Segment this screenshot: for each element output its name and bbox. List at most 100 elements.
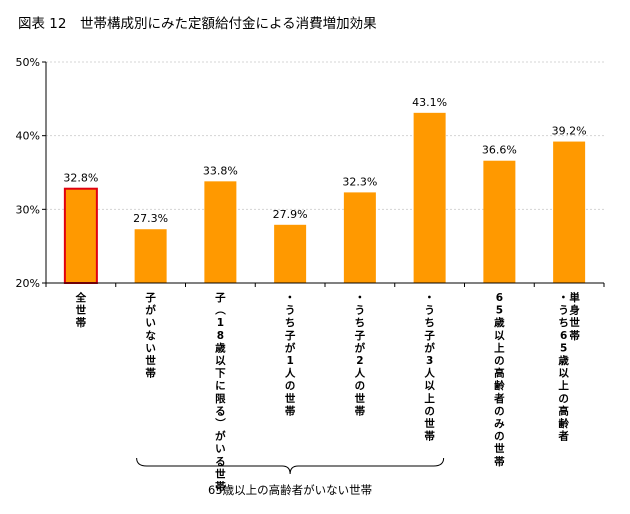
category-label-char: ち [558,317,569,329]
bar [274,224,307,283]
category-label-char: 歳 [558,354,569,367]
category-label-char: 帯 [215,480,226,493]
category-label-char: の [355,380,366,392]
category-label-char: 高 [494,367,505,380]
category-label-char: 限 [215,393,226,405]
category-label-char: 以 [558,368,569,380]
category-label-char: 世 [145,354,156,367]
category-label-char: 帯 [285,404,296,417]
y-tick-label: 50% [16,56,40,69]
gridlines [46,61,604,210]
bracket-group: 65歳以上の高齢者がいない世帯 [136,457,445,497]
category-label-char: 世 [569,316,580,329]
category-label-char: が [424,341,435,354]
category-label-char: 1 [286,355,293,367]
y-tick-label: 40% [16,130,40,143]
category-label-char: ・ [557,292,569,303]
category-label-char: 帯 [355,404,366,417]
category-label-char: ち [424,317,435,329]
category-label-char: 人 [285,367,296,380]
category-label-char: が [215,430,226,443]
category-label-char: の [494,405,505,417]
category-label-char: 8 [217,330,224,342]
category-label-char: 世 [215,467,226,480]
data-label: 27.3% [133,212,168,225]
category-label-char: る [215,405,226,417]
category-label-char: 子 [285,330,296,342]
category-label-char: 人 [355,367,366,380]
category-label-char: が [285,341,296,354]
category-label-char: 3 [426,355,433,367]
category-label-char: 身 [569,304,580,317]
category-label-char: 以 [494,330,505,342]
category-label-char: な [145,330,156,342]
value-labels: 32.8% 27.3% 33.8% 27.9% 32.3% 43.1% 36.6% 39.2% [63,96,586,225]
data-label: 32.8% [63,172,98,185]
category-label-char: ） [213,418,226,429]
category-label-char: 者 [557,430,569,443]
group-bracket [136,457,445,475]
category-label-char: 齢 [558,417,569,430]
category-label-char: い [215,443,226,455]
category-label-char: 全 [75,291,87,304]
category-label-char: 以 [215,355,226,367]
category-label-char: 世 [494,442,505,455]
category-label-char: い [145,317,156,329]
y-tick-label: 20% [16,277,40,290]
category-label-char: の [494,355,505,367]
category-label-char: 下 [215,368,226,380]
category-label-char: う [424,305,435,317]
category-label-char: 帯 [569,329,580,342]
category-label-char: 子 [355,330,366,342]
category-label-char: 歳 [215,341,226,354]
category-label-char: の [494,431,505,443]
category-label-char: ち [355,317,366,329]
category-label-char: 世 [424,417,435,430]
category-label-char: 5 [560,342,567,354]
data-label: 27.9% [273,208,308,221]
bar [134,229,167,283]
data-label: 36.6% [482,144,517,157]
category-label-char: 6 [496,292,503,304]
category-label-char: 世 [76,304,87,317]
category-label-char: 帯 [424,430,435,443]
category-label-char: （ [213,304,226,315]
category-label-char: に [215,380,226,392]
category-label-char: る [215,456,226,468]
category-labels: 全世帯子がいない世帯子（18歳以下に限る）がいる世帯・うち子が1人の世帯・うち子… [75,291,581,493]
category-label-char: 齢 [494,379,505,392]
bracket-label: 65歳以上の高齢者がいない世帯 [208,483,372,497]
data-label: 32.3% [342,175,377,188]
bar [553,141,586,283]
data-label: 33.8% [203,164,238,177]
bar [413,112,446,283]
category-label-char: 上 [558,379,569,392]
category-label-char: 帯 [494,455,505,468]
category-label-char: ・ [423,292,435,303]
category-label-char: 帯 [145,367,156,380]
category-label-char: い [145,342,156,354]
category-label-char: 高 [558,404,569,417]
category-label-char: う [285,305,296,317]
category-label-char: ・ [353,292,365,303]
category-label-char: 以 [424,380,435,392]
bar [343,192,376,283]
category-label-char: う [558,305,569,317]
category-label-char: の [285,380,296,392]
category-label-char: が [355,341,366,354]
category-label-char: 単 [569,291,580,304]
data-label: 43.1% [412,96,447,109]
category-label-char: 1 [217,317,224,329]
category-label-char: 2 [356,355,363,367]
category-label-char: 人 [424,367,435,380]
bar [483,160,516,283]
category-label-char: 子 [145,292,156,304]
category-label-char: の [558,393,569,405]
category-label-char: ・ [283,292,295,303]
y-tick-label: 30% [16,203,40,216]
category-label-char: が [145,304,156,317]
category-label-char: 5 [496,305,503,317]
category-label-char: 世 [285,392,296,405]
category-label-char: ち [285,317,296,329]
